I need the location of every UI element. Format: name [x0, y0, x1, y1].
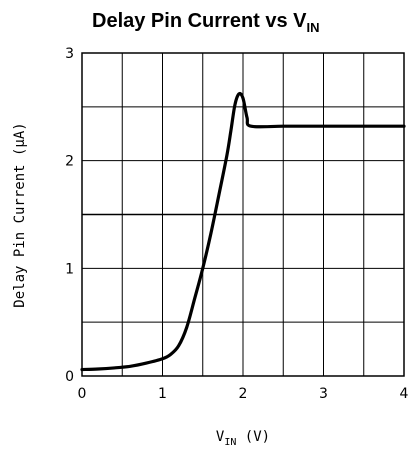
x-tick-label: 4	[400, 386, 409, 402]
y-tick-label: 0	[65, 369, 74, 385]
series-line	[80, 91, 406, 372]
x-axis-label-main: V	[216, 429, 225, 445]
x-tick-label: 0	[78, 386, 87, 402]
chart-title-sub: IN	[307, 20, 320, 35]
y-tick-label: 2	[65, 154, 74, 170]
y-tick-label: 1	[65, 261, 74, 277]
x-axis-label-sub: IN	[224, 437, 236, 448]
x-tick-label: 3	[319, 386, 328, 402]
x-axis-label: VIN (V)	[216, 429, 270, 448]
y-tick-labels: 0 1 2 3	[65, 46, 74, 385]
chart-title: Delay Pin Current vs VIN	[92, 10, 320, 35]
plot-frame	[81, 52, 405, 377]
x-tick-labels: 0 1 2 3 4	[78, 386, 409, 402]
x-axis-label-unit: (V)	[236, 429, 270, 445]
chart-title-main: Delay Pin Current vs V	[92, 10, 307, 32]
y-tick-label: 3	[65, 46, 74, 62]
grid	[82, 53, 404, 376]
y-axis-label: Delay Pin Current (µA)	[12, 122, 28, 307]
x-tick-label: 2	[239, 386, 248, 402]
x-tick-label: 1	[158, 386, 167, 402]
